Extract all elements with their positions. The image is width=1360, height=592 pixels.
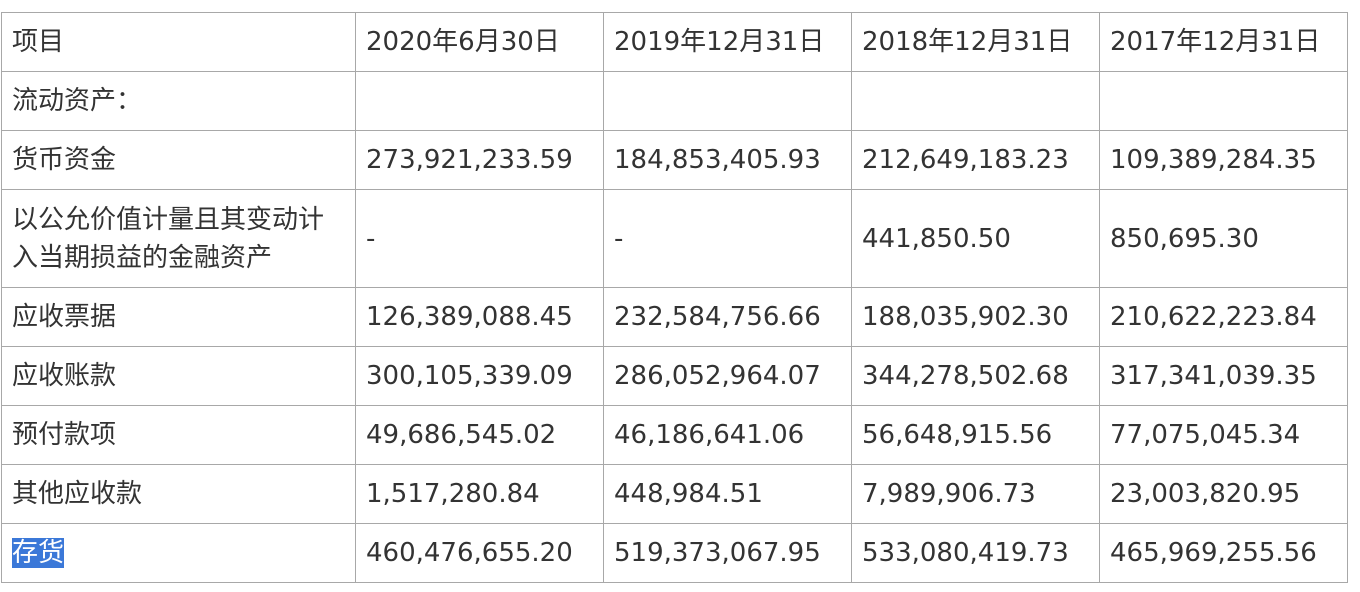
value-cell: 300,105,339.09 [355,346,604,406]
cell-text: 应收票据 [12,302,117,332]
value-cell: 460,476,655.20 [355,523,604,583]
table-row: 其他应收款 1,517,280.84 448,984.51 7,989,906.73 2… [1,464,1348,524]
cell-text: 344,278,502.68 [862,361,1069,391]
value-cell [1099,71,1348,131]
table-row: 预付款项 49,686,545.02 46,186,641.06 56,648,915… [1,405,1348,465]
table-row: 货币资金 273,921,233.59 184,853,405.93 212,649,… [1,130,1348,190]
cell-text: 533,080,419.73 [862,538,1069,568]
cell-text: - [614,223,624,254]
cell-text: 126,389,088.45 [366,302,573,332]
cell-text: 2020年6月30日 [366,27,560,57]
table-wrap: 项目 2020年6月30日 2019年12月31日 2018年12月31日 2017年1… [1,12,1348,583]
cell-text: 项目 [12,27,65,57]
cell-text: 188,035,902.30 [862,302,1069,332]
row-label-cell: 流动资产： [1,71,356,131]
table-row: 应收账款 300,105,339.09 286,052,964.07 344,278,… [1,346,1348,406]
value-cell: 2018年12月31日 [851,12,1100,72]
cell-text: 232,584,756.66 [614,302,821,332]
cell-text: 23,003,820.95 [1110,479,1301,509]
cell-text: 2019年12月31日 [614,27,825,57]
value-cell: 286,052,964.07 [603,346,852,406]
value-cell: 2020年6月30日 [355,12,604,72]
table-row: 项目 2020年6月30日 2019年12月31日 2018年12月31日 2017年1… [1,12,1348,72]
value-cell: 344,278,502.68 [851,346,1100,406]
value-cell: 273,921,233.59 [355,130,604,190]
value-cell: 212,649,183.23 [851,130,1100,190]
cell-text: 460,476,655.20 [366,538,573,568]
value-cell: 2017年12月31日 [1099,12,1348,72]
cell-text: 465,969,255.56 [1110,538,1317,568]
row-label-cell: 预付款项 [1,405,356,465]
value-cell: 533,080,419.73 [851,523,1100,583]
value-cell: 7,989,906.73 [851,464,1100,524]
cell-text: 519,373,067.95 [614,538,821,568]
row-label-cell: 以公允价值计量且其变动计入当期损益的金融资产 [1,189,356,288]
value-cell: 850,695.30 [1099,189,1348,288]
value-cell: 519,373,067.95 [603,523,852,583]
cell-text: 441,850.50 [862,223,1011,254]
value-cell: 232,584,756.66 [603,287,852,347]
table-row: 应收票据 126,389,088.45 232,584,756.66 188,035,… [1,287,1348,347]
table-row: 存货 460,476,655.20 519,373,067.95 533,080,41… [1,523,1348,583]
value-cell: 184,853,405.93 [603,130,852,190]
cell-text: 210,622,223.84 [1110,302,1317,332]
value-cell: 1,517,280.84 [355,464,604,524]
row-label-cell: 货币资金 [1,130,356,190]
cell-text: 应收账款 [12,361,117,391]
value-cell: 188,035,902.30 [851,287,1100,347]
table-row: 流动资产： [1,71,1348,131]
cell-text: 其他应收款 [12,479,143,509]
cell-text: 7,989,906.73 [862,479,1036,509]
value-cell [355,71,604,131]
value-cell: 49,686,545.02 [355,405,604,465]
value-cell: 126,389,088.45 [355,287,604,347]
cell-text: 184,853,405.93 [614,145,821,175]
cell-text: 流动资产： [12,86,143,116]
cell-text: 2017年12月31日 [1110,27,1321,57]
cell-text: 317,341,039.35 [1110,361,1317,391]
value-cell: 46,186,641.06 [603,405,852,465]
cell-text: 货币资金 [12,145,117,175]
row-label-cell: 应收票据 [1,287,356,347]
value-cell: 56,648,915.56 [851,405,1100,465]
cell-text: - [366,223,376,254]
cell-text: 存货 [12,538,65,568]
table-row: 以公允价值计量且其变动计入当期损益的金融资产 - - 441,850.50 850,69… [1,189,1348,288]
row-label-cell: 存货 [1,523,356,583]
cell-text: 273,921,233.59 [366,145,573,175]
value-cell [603,71,852,131]
cell-text: 49,686,545.02 [366,420,557,450]
cell-text: 2018年12月31日 [862,27,1073,57]
value-cell: 23,003,820.95 [1099,464,1348,524]
cell-text: 1,517,280.84 [366,479,540,509]
value-cell: - [355,189,604,288]
cell-text: 以公允价值计量且其变动计入当期损益的金融资产 [12,204,325,273]
cell-text: 850,695.30 [1110,223,1259,254]
value-cell: 441,850.50 [851,189,1100,288]
cell-text: 46,186,641.06 [614,420,805,450]
cell-text: 预付款项 [12,420,117,450]
value-cell: 2019年12月31日 [603,12,852,72]
cell-text: 300,105,339.09 [366,361,573,391]
cell-text: 77,075,045.34 [1110,420,1301,450]
value-cell: 77,075,045.34 [1099,405,1348,465]
cell-text: 109,389,284.35 [1110,145,1317,175]
value-cell: - [603,189,852,288]
cell-text: 448,984.51 [614,479,763,509]
row-label-cell: 应收账款 [1,346,356,406]
value-cell: 317,341,039.35 [1099,346,1348,406]
cell-text: 212,649,183.23 [862,145,1069,175]
value-cell [851,71,1100,131]
cell-text: 286,052,964.07 [614,361,821,391]
table: 项目 2020年6月30日 2019年12月31日 2018年12月31日 2017年1… [1,12,1348,583]
value-cell: 448,984.51 [603,464,852,524]
cell-text: 56,648,915.56 [862,420,1053,450]
row-label-cell: 其他应收款 [1,464,356,524]
value-cell: 465,969,255.56 [1099,523,1348,583]
value-cell: 210,622,223.84 [1099,287,1348,347]
value-cell: 109,389,284.35 [1099,130,1348,190]
row-label-cell: 项目 [1,12,356,72]
